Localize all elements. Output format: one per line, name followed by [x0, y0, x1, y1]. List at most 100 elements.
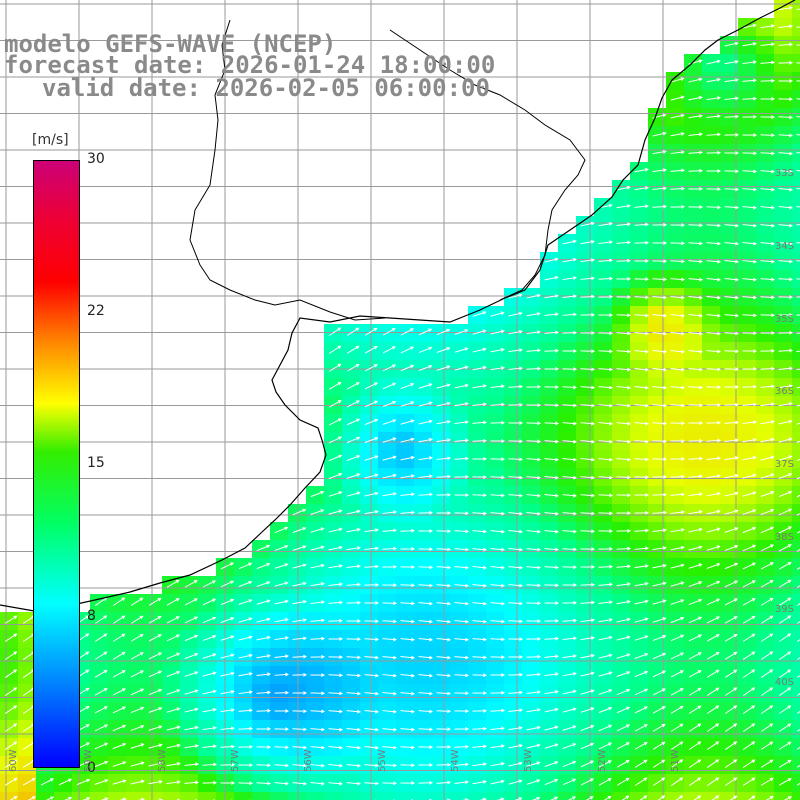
wind-cell — [378, 792, 396, 800]
wind-arrow — [418, 780, 434, 785]
wind-cell — [288, 792, 306, 800]
wind-arrow — [796, 729, 800, 732]
wind-arrow — [760, 187, 776, 192]
wind-arrow — [238, 599, 253, 605]
wind-cell — [522, 792, 540, 800]
wind-arrow — [508, 601, 524, 606]
wind-arrow — [688, 741, 702, 750]
wind-arrow — [688, 723, 702, 732]
wind-arrow — [364, 546, 379, 551]
wind-arrow — [4, 723, 18, 732]
wind-arrow — [706, 169, 722, 173]
wind-arrow — [760, 331, 776, 335]
wind-arrow — [652, 688, 666, 696]
wind-arrow — [364, 691, 379, 696]
wind-arrow — [778, 544, 792, 552]
wind-arrow — [688, 385, 704, 390]
wind-arrow — [742, 384, 758, 389]
wind-cell — [648, 792, 666, 800]
wind-cell — [792, 216, 800, 234]
wind-arrow — [544, 367, 560, 371]
wind-arrow — [130, 597, 144, 606]
wind-arrow — [490, 565, 505, 570]
wind-arrow — [724, 651, 738, 660]
wind-arrow — [310, 727, 326, 732]
wind-arrow — [724, 114, 740, 119]
wind-arrow — [562, 312, 578, 317]
wind-arrow — [760, 508, 775, 516]
wind-arrow — [670, 634, 685, 642]
wind-arrow — [436, 511, 452, 515]
wind-arrow — [490, 726, 505, 731]
wind-arrow — [616, 385, 631, 390]
wind-arrow — [796, 476, 800, 480]
wind-arrow — [436, 529, 452, 534]
wind-arrow — [274, 672, 290, 677]
wind-arrow — [562, 457, 577, 462]
wind-arrow — [724, 527, 739, 533]
wind-arrow — [706, 59, 721, 65]
wind-arrow — [670, 95, 685, 101]
wind-arrow — [490, 673, 506, 677]
wind-arrow — [562, 778, 577, 786]
wind-arrow — [202, 780, 218, 785]
wind-arrow — [724, 402, 740, 407]
wind-arrow — [562, 654, 577, 659]
wind-arrow — [670, 349, 685, 354]
wind-cell — [270, 792, 288, 800]
wind-arrow — [436, 438, 451, 443]
wind-arrow — [472, 547, 488, 552]
wind-arrow — [724, 205, 740, 210]
wind-arrow — [796, 224, 800, 226]
wind-arrow — [382, 382, 397, 390]
lat-label: 38S — [774, 532, 794, 543]
wind-arrow — [418, 419, 433, 425]
wind-arrow — [634, 706, 649, 714]
wind-arrow — [292, 618, 307, 623]
wind-arrow — [670, 150, 685, 155]
wind-arrow — [688, 421, 704, 425]
wind-arrow — [724, 349, 740, 354]
wind-arrow — [760, 777, 774, 786]
wind-cell — [792, 432, 800, 450]
wind-arrow — [580, 778, 594, 786]
wind-arrow — [454, 619, 469, 624]
wind-arrow — [346, 637, 362, 642]
wind-arrow — [292, 709, 308, 714]
wind-arrow — [598, 385, 614, 390]
wind-arrow — [346, 727, 361, 732]
lat-label: 36S — [774, 386, 794, 397]
wind-arrow — [742, 580, 756, 588]
wind-arrow — [724, 438, 739, 443]
wind-arrow — [670, 528, 685, 533]
wind-arrow — [328, 673, 344, 678]
wind-arrow — [490, 420, 506, 425]
wind-arrow — [526, 690, 541, 695]
wind-arrow — [436, 601, 451, 606]
wind-arrow — [742, 491, 757, 497]
wind-arrow — [778, 259, 794, 264]
wind-arrow — [472, 691, 488, 695]
wind-arrow — [634, 277, 650, 282]
wind-arrow — [328, 545, 343, 551]
wind-cell — [738, 792, 756, 800]
wind-arrow — [580, 457, 595, 462]
wind-arrow — [400, 382, 415, 390]
wind-arrow — [760, 78, 776, 83]
wind-arrow — [688, 77, 703, 83]
wind-arrow — [292, 581, 307, 587]
wind-arrow — [724, 313, 740, 318]
wind-arrow — [796, 603, 800, 606]
wind-arrow — [526, 421, 542, 426]
wind-arrow — [706, 509, 721, 515]
wind-arrow — [202, 726, 217, 731]
wind-cell — [792, 252, 800, 270]
wind-arrow — [508, 293, 523, 299]
wind-arrow — [436, 474, 452, 479]
wind-arrow — [256, 763, 272, 768]
wind-arrow — [238, 726, 254, 731]
wind-arrow — [598, 439, 613, 444]
wind-arrow — [274, 563, 289, 569]
wind-arrow — [436, 401, 451, 407]
wind-arrow — [670, 113, 685, 119]
